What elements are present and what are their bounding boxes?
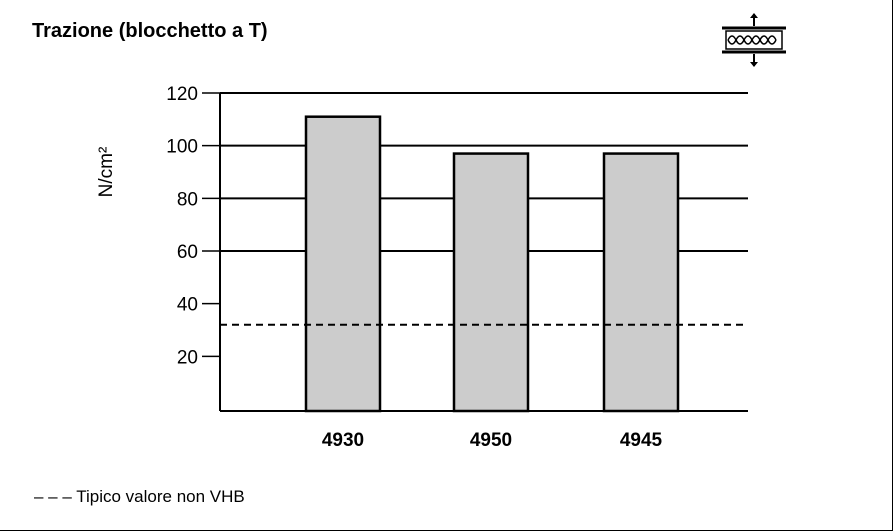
y-axis-label: N/cm² <box>96 147 117 198</box>
bar-4945 <box>602 152 680 413</box>
x-tick-label: 4930 <box>322 430 364 451</box>
t-block-tape-sample-icon <box>722 13 786 67</box>
bar-4950 <box>452 152 530 413</box>
y-tick-label: 60 <box>177 242 198 263</box>
y-tick-label: 120 <box>166 84 198 105</box>
bar-4930 <box>304 115 382 413</box>
y-tick-label: 80 <box>177 189 198 210</box>
x-tick-label: 4945 <box>620 430 663 451</box>
chart-title: Trazione (blocchetto a T) <box>32 20 268 42</box>
y-tick-label: 100 <box>166 137 198 158</box>
y-tick-label: 40 <box>177 295 198 316</box>
x-tick-label: 4950 <box>470 430 512 451</box>
legend-note: – – – Tipico valore non VHB <box>34 487 245 506</box>
y-tick-label: 20 <box>177 347 198 368</box>
